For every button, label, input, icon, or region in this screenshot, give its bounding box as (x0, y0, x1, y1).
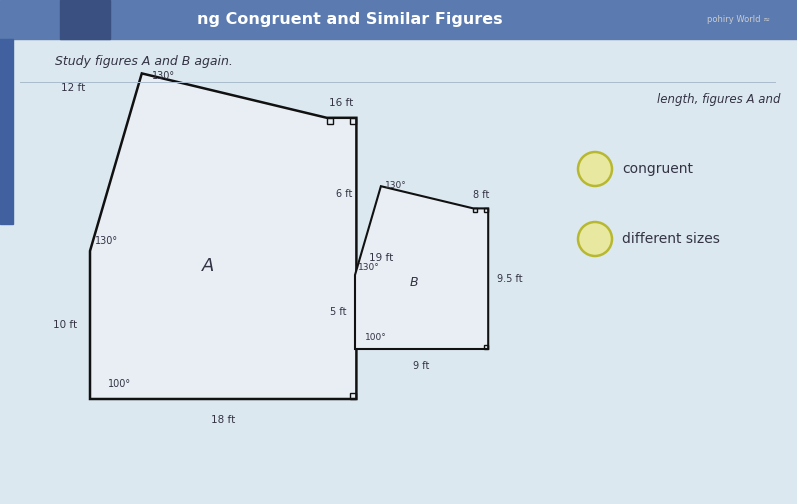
Text: 5 ft: 5 ft (329, 307, 346, 317)
Text: A: A (202, 257, 214, 275)
Polygon shape (355, 186, 489, 349)
Text: 130°: 130° (95, 236, 118, 246)
Text: 9.5 ft: 9.5 ft (497, 274, 523, 284)
Text: 9 ft: 9 ft (414, 361, 430, 371)
Polygon shape (90, 74, 356, 399)
Text: ng Congruent and Similar Figures: ng Congruent and Similar Figures (197, 12, 503, 27)
Text: pohiry World ≈: pohiry World ≈ (707, 15, 770, 24)
Bar (0, 39, 13, 224)
Text: B: B (410, 276, 418, 289)
Bar (0, 0, 797, 39)
Circle shape (578, 222, 612, 256)
Text: 16 ft: 16 ft (329, 98, 354, 108)
Text: 12 ft: 12 ft (61, 83, 85, 93)
Text: 100°: 100° (108, 379, 132, 389)
Text: 10 ft: 10 ft (53, 320, 77, 330)
Bar (60, 0, 110, 39)
Text: 130°: 130° (358, 263, 379, 272)
Circle shape (578, 152, 612, 186)
Text: Study figures A and B again.: Study figures A and B again. (55, 55, 233, 69)
Text: 100°: 100° (365, 333, 387, 342)
Text: 18 ft: 18 ft (211, 415, 235, 425)
Text: 130°: 130° (385, 181, 406, 190)
Text: 8 ft: 8 ft (473, 191, 489, 201)
Text: length, figures A and: length, figures A and (657, 93, 780, 105)
Text: different sizes: different sizes (622, 232, 720, 246)
Text: congruent: congruent (622, 162, 693, 176)
Text: 19 ft: 19 ft (369, 254, 394, 264)
Text: 130°: 130° (152, 71, 175, 81)
Text: 6 ft: 6 ft (336, 188, 352, 199)
